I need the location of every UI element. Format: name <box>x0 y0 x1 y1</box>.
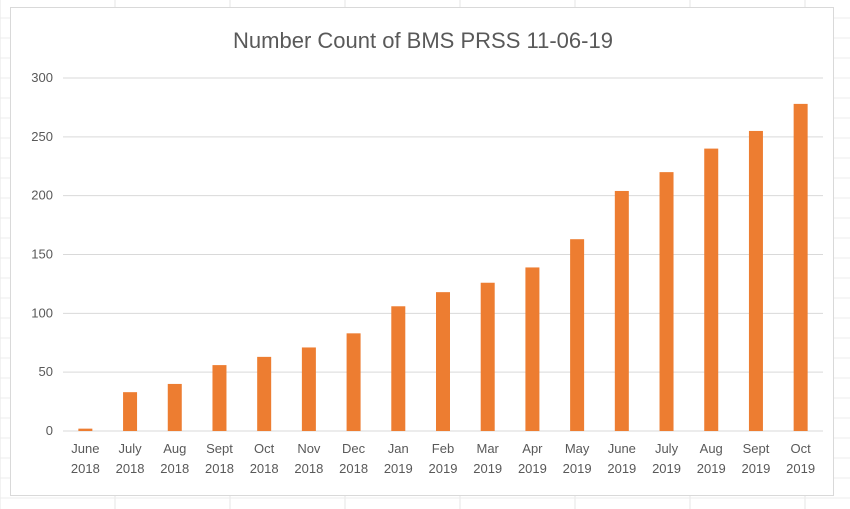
bar[interactable] <box>78 428 93 431</box>
bar[interactable] <box>748 130 763 431</box>
bar[interactable] <box>614 190 629 431</box>
x-tick-year: 2019 <box>607 461 636 476</box>
bar[interactable] <box>570 239 585 431</box>
x-tick-year: 2018 <box>71 461 100 476</box>
x-tick-year: 2018 <box>116 461 145 476</box>
bar[interactable] <box>212 365 227 431</box>
bar[interactable] <box>391 306 406 431</box>
chart-title: Number Count of BMS PRSS 11-06-19 <box>233 28 613 53</box>
x-tick-label: June 2018 <box>71 441 100 476</box>
x-tick-year: 2019 <box>652 461 681 476</box>
bar[interactable] <box>167 383 182 431</box>
x-tick-label: June 2019 <box>607 441 636 476</box>
x-tick-month: Aug <box>700 441 723 456</box>
x-tick-label: Oct 2018 <box>250 441 279 476</box>
x-tick-label: July 2018 <box>116 441 145 476</box>
bar[interactable] <box>793 103 808 432</box>
bar[interactable] <box>436 292 450 431</box>
x-tick-year: 2019 <box>518 461 547 476</box>
bar[interactable] <box>301 347 316 431</box>
x-tick-month: Nov <box>297 441 321 456</box>
x-tick-label: Aug 2019 <box>697 441 726 476</box>
y-tick-label: 50 <box>39 364 53 379</box>
x-tick-month: Jan <box>388 441 409 456</box>
x-tick-year: 2018 <box>160 461 189 476</box>
bar[interactable] <box>659 172 674 431</box>
x-tick-label: May 2019 <box>563 441 592 476</box>
x-tick-month: June <box>608 441 636 456</box>
x-tick-year: 2019 <box>786 461 815 476</box>
x-tick-year: 2019 <box>384 461 413 476</box>
x-tick-label: Nov 2018 <box>294 441 323 476</box>
x-tick-label: Sept 2018 <box>205 441 234 476</box>
x-tick-year: 2019 <box>563 461 592 476</box>
x-tick-label: Feb 2019 <box>429 441 458 476</box>
x-tick-month: Dec <box>342 441 366 456</box>
y-tick-label: 150 <box>31 247 53 262</box>
x-tick-label: Oct 2019 <box>786 441 815 476</box>
x-tick-label: Aug 2018 <box>160 441 189 476</box>
x-tick-year: 2018 <box>339 461 368 476</box>
x-tick-year: 2018 <box>250 461 279 476</box>
y-tick-label: 0 <box>46 423 53 438</box>
x-tick-label: July 2019 <box>652 441 681 476</box>
x-tick-year: 2019 <box>429 461 458 476</box>
x-tick-month: Feb <box>432 441 454 456</box>
plot-area: 0 50 100 150 200 250 300 June 2018 July 2018 Aug 201… <box>31 70 823 476</box>
y-tick-label: 300 <box>31 70 53 85</box>
bar[interactable] <box>123 392 138 431</box>
bar[interactable] <box>257 356 272 431</box>
x-tick-month: Oct <box>791 441 812 456</box>
bar[interactable] <box>480 282 495 431</box>
x-tick-label: Mar 2019 <box>473 441 502 476</box>
x-tick-label: Jan 2019 <box>384 441 413 476</box>
bar[interactable] <box>346 333 361 431</box>
x-tick-label: Sept 2019 <box>741 441 770 476</box>
x-tick-month: July <box>118 441 142 456</box>
x-tick-month: Mar <box>477 441 500 456</box>
x-tick-month: Sept <box>743 441 770 456</box>
x-tick-month: Aug <box>163 441 186 456</box>
x-tick-month: Oct <box>254 441 275 456</box>
x-tick-year: 2019 <box>473 461 502 476</box>
x-tick-year: 2018 <box>294 461 323 476</box>
x-tick-month: Apr <box>522 441 543 456</box>
bar[interactable] <box>704 148 719 431</box>
y-tick-label: 200 <box>31 188 53 203</box>
y-tick-label: 250 <box>31 129 53 144</box>
x-tick-year: 2019 <box>741 461 770 476</box>
x-tick-month: May <box>565 441 590 456</box>
x-tick-month: June <box>71 441 99 456</box>
x-tick-year: 2018 <box>205 461 234 476</box>
bar[interactable] <box>525 267 540 431</box>
y-tick-label: 100 <box>31 305 53 320</box>
chart-area[interactable]: Number Count of BMS PRSS 11-06-19 0 50 100… <box>10 7 834 496</box>
x-tick-month: Sept <box>206 441 233 456</box>
x-tick-label: Apr 2019 <box>518 441 547 476</box>
x-tick-month: July <box>655 441 679 456</box>
x-tick-year: 2019 <box>697 461 726 476</box>
x-tick-label: Dec 2018 <box>339 441 368 476</box>
